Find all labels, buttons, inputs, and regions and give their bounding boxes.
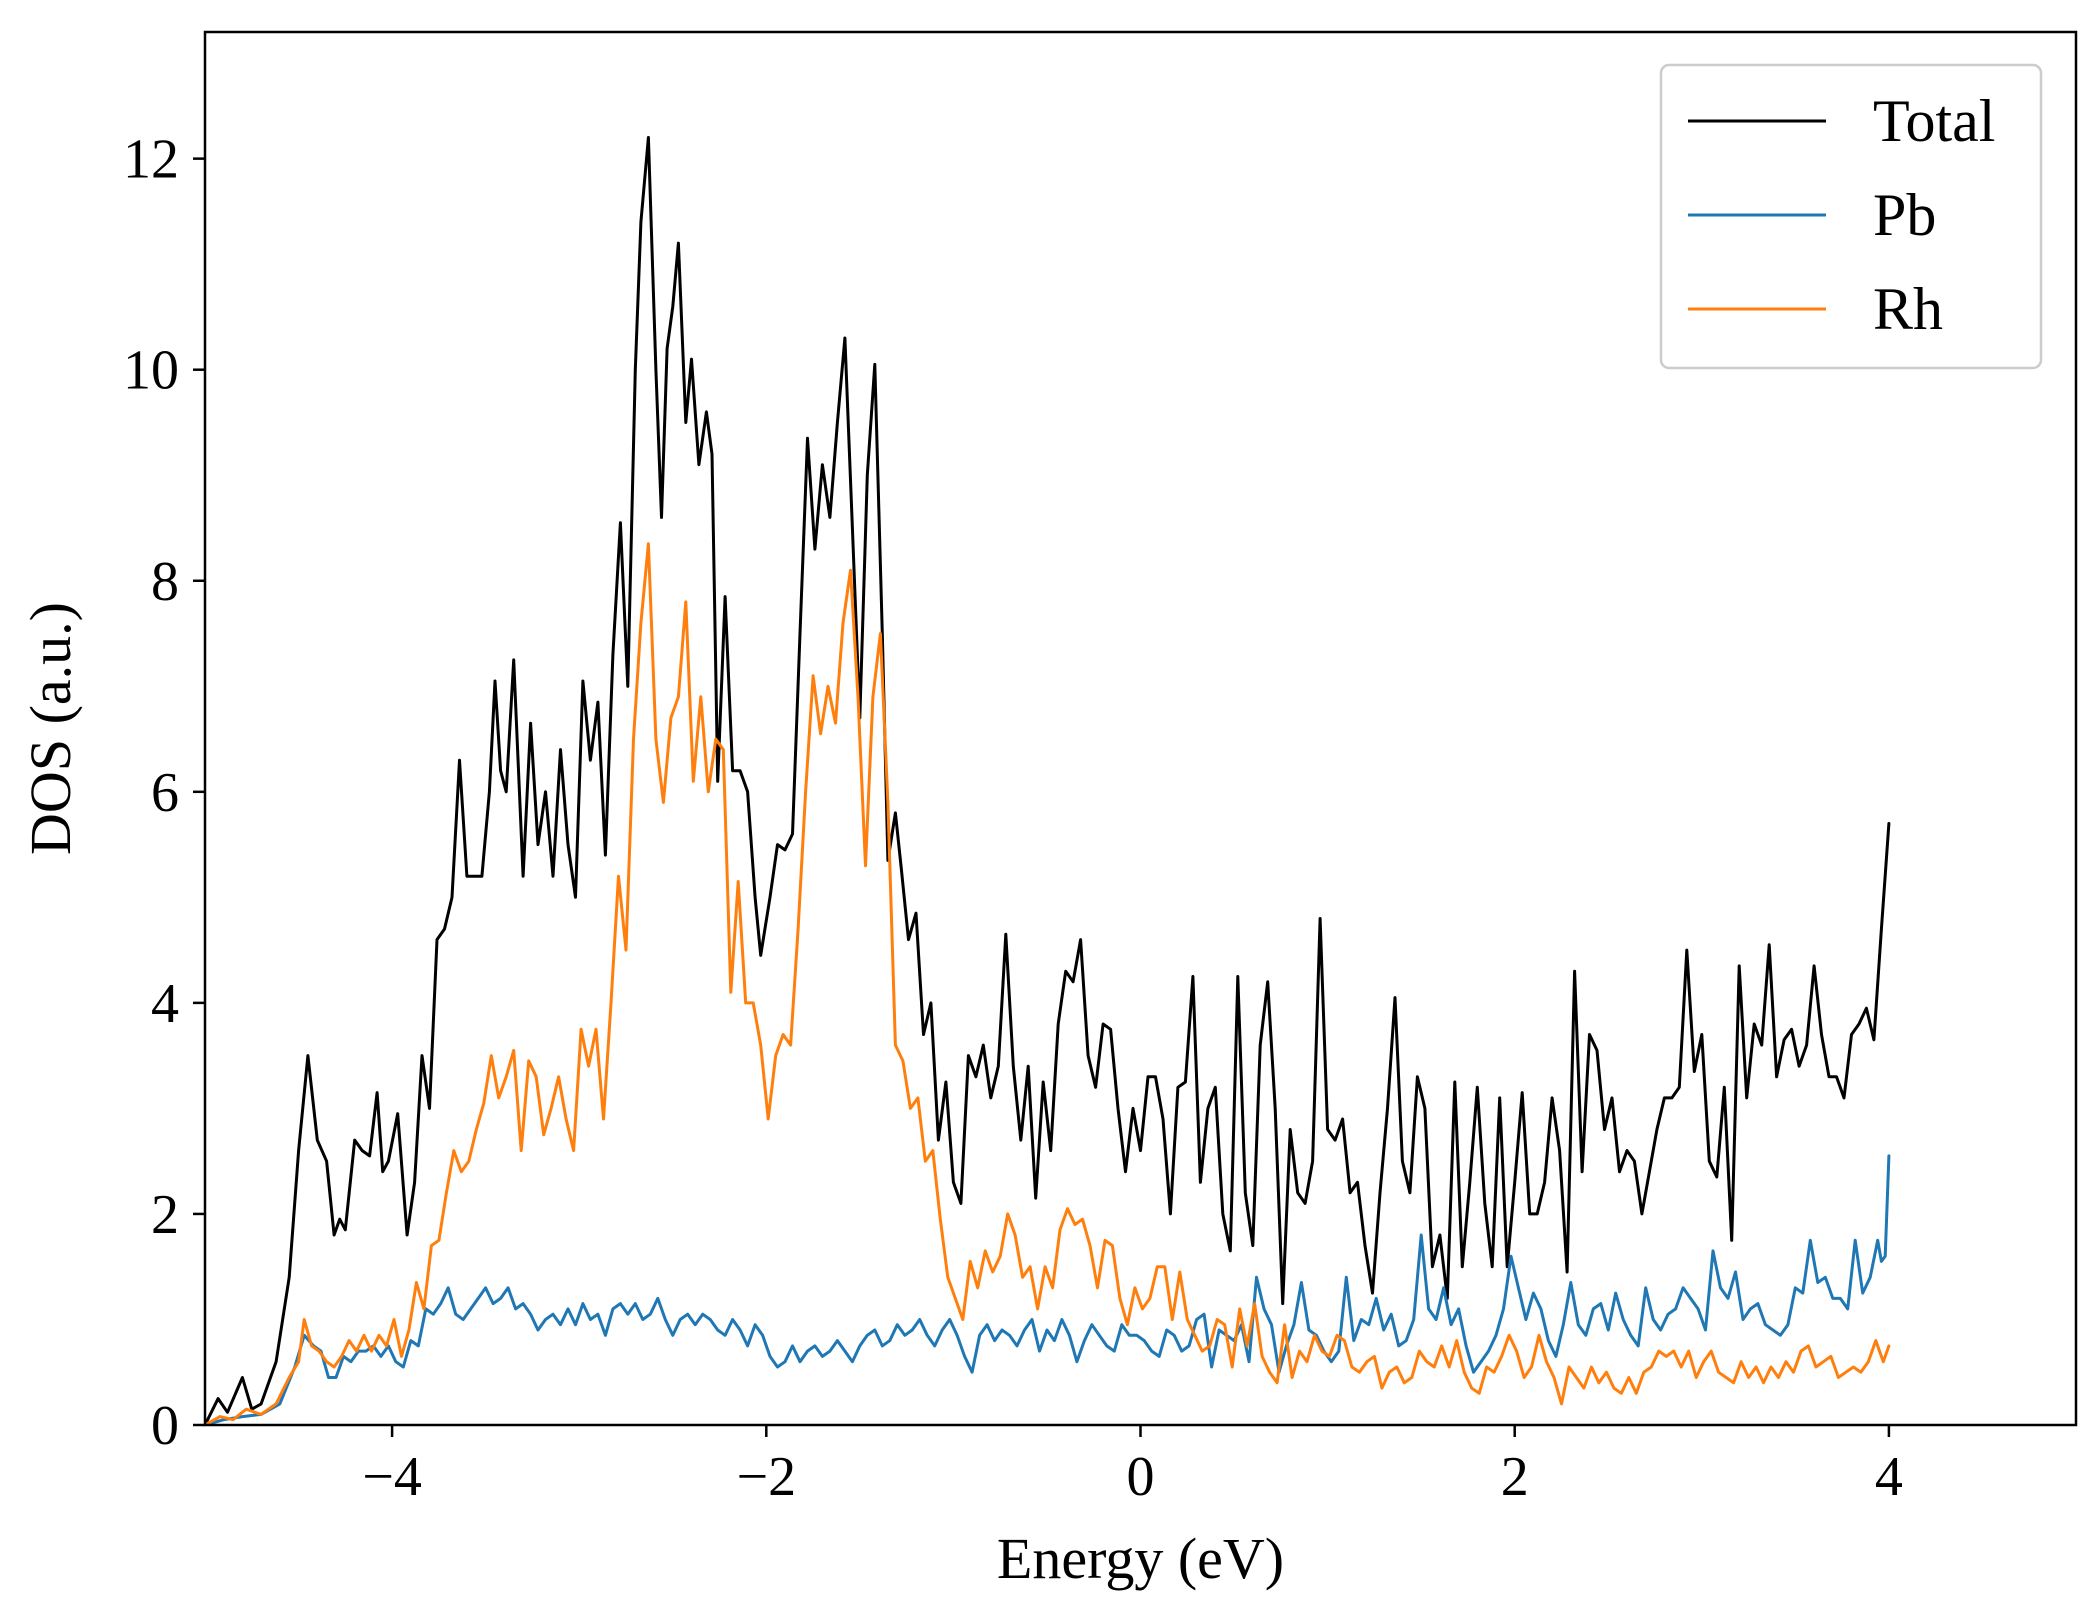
- series-layer: [205, 136, 1891, 1425]
- legend-box: [1659, 63, 2043, 370]
- legend-label-total: Total: [1873, 88, 1995, 154]
- x-tick-label: 2: [1501, 1446, 1529, 1508]
- legend-label-rh: Rh: [1873, 276, 1943, 342]
- y-axis-label: DOS (a.u.): [18, 602, 83, 855]
- legend-entries: Total Pb Rh: [1688, 88, 1995, 342]
- series-line-pb: [205, 1154, 1891, 1425]
- x-tick-label: −2: [737, 1446, 797, 1508]
- y-tick-label: 2: [151, 1184, 179, 1246]
- series-line-rh: [205, 542, 1891, 1425]
- ticks-layer: −4 −2 0 2 4 0 2 4 6 8 10 12: [123, 129, 1903, 1508]
- x-tick-label: 4: [1875, 1446, 1903, 1508]
- y-tick-label: 0: [151, 1395, 179, 1457]
- x-axis-label: Energy (eV): [997, 1526, 1284, 1591]
- y-tick-label: 6: [151, 762, 179, 824]
- series-line-total: [205, 136, 1891, 1425]
- y-tick-label: 4: [151, 973, 179, 1035]
- y-tick-label: 8: [151, 551, 179, 613]
- y-tick-label: 12: [123, 129, 179, 191]
- legend-label-pb: Pb: [1873, 182, 1936, 248]
- x-tick-label: 0: [1127, 1446, 1155, 1508]
- x-tick-label: −4: [362, 1446, 422, 1508]
- y-tick-label: 10: [123, 340, 179, 402]
- legend: Total Pb Rh: [1659, 63, 2043, 370]
